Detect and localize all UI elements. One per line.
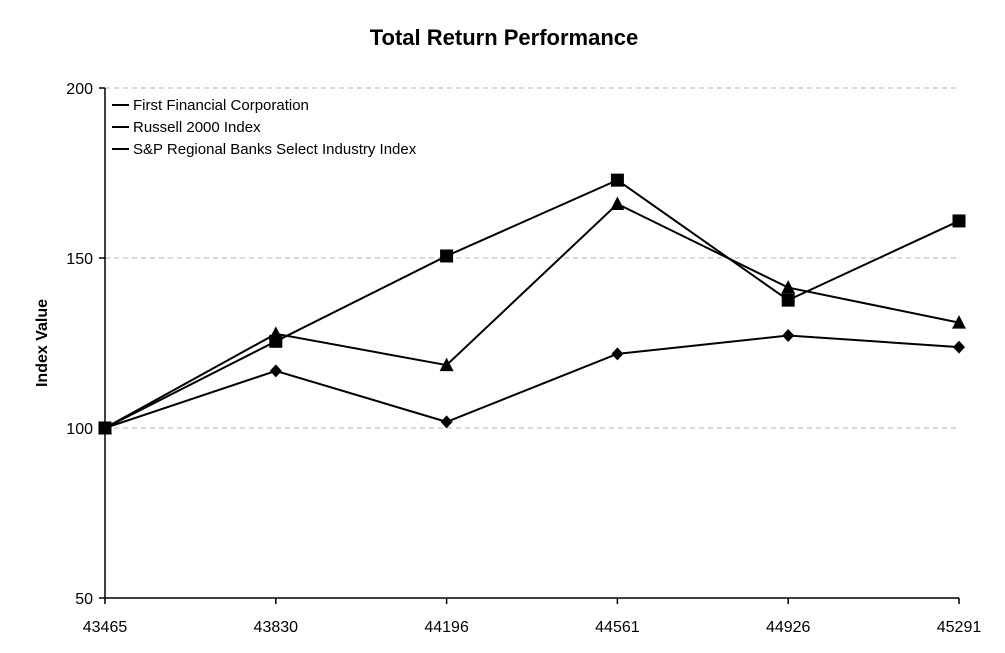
- x-tick-label: 44926: [766, 619, 811, 636]
- data-point-triangle: [268, 326, 283, 340]
- data-point-triangle: [439, 357, 454, 372]
- data-point-triangle: [610, 196, 625, 210]
- x-tick-label: 43830: [254, 619, 299, 636]
- legend-label: S&P Regional Banks Select Industry Index: [133, 141, 417, 158]
- y-tick-label: 150: [66, 251, 93, 268]
- y-tick-label: 50: [75, 591, 93, 608]
- data-point-triangle: [781, 280, 796, 294]
- series-triangle: [98, 196, 966, 434]
- series-group: [98, 173, 966, 435]
- y-ticks: 50 100 150 200: [66, 81, 105, 608]
- x-tick-label: 45291: [937, 619, 982, 636]
- data-point-diamond: [953, 340, 965, 354]
- legend: First Financial Corporation Russell 2000 …: [112, 97, 417, 158]
- x-tick-label: 44561: [595, 619, 640, 636]
- data-point-diamond: [269, 364, 282, 378]
- data-point-diamond: [611, 347, 624, 361]
- x-tick-label: 43465: [83, 619, 128, 636]
- legend-label: First Financial Corporation: [133, 97, 309, 114]
- series-line: [104, 334, 960, 429]
- data-point-triangle: [952, 315, 966, 329]
- data-point-square: [781, 293, 795, 307]
- x-tick-label: 44196: [424, 619, 469, 636]
- legend-label: Russell 2000 Index: [133, 119, 261, 136]
- series-line: [104, 202, 960, 429]
- data-point-square: [952, 214, 966, 228]
- series-diamond: [99, 329, 965, 435]
- series-line: [104, 178, 960, 429]
- gridlines: [105, 87, 959, 429]
- data-point-triangle: [98, 420, 112, 434]
- axes: [104, 88, 959, 599]
- y-axis-title: Index Value: [34, 299, 51, 387]
- chart-title: Total Return Performance: [370, 25, 639, 50]
- x-ticks: 43465 43830 44196 44561 44926 45291: [83, 598, 982, 636]
- y-tick-label: 200: [66, 81, 93, 98]
- data-point-diamond: [440, 415, 453, 429]
- y-tick-label: 100: [66, 421, 93, 438]
- data-point-square: [610, 173, 624, 187]
- data-point-square: [440, 249, 454, 263]
- data-point-diamond: [782, 329, 795, 343]
- series-square: [98, 173, 966, 435]
